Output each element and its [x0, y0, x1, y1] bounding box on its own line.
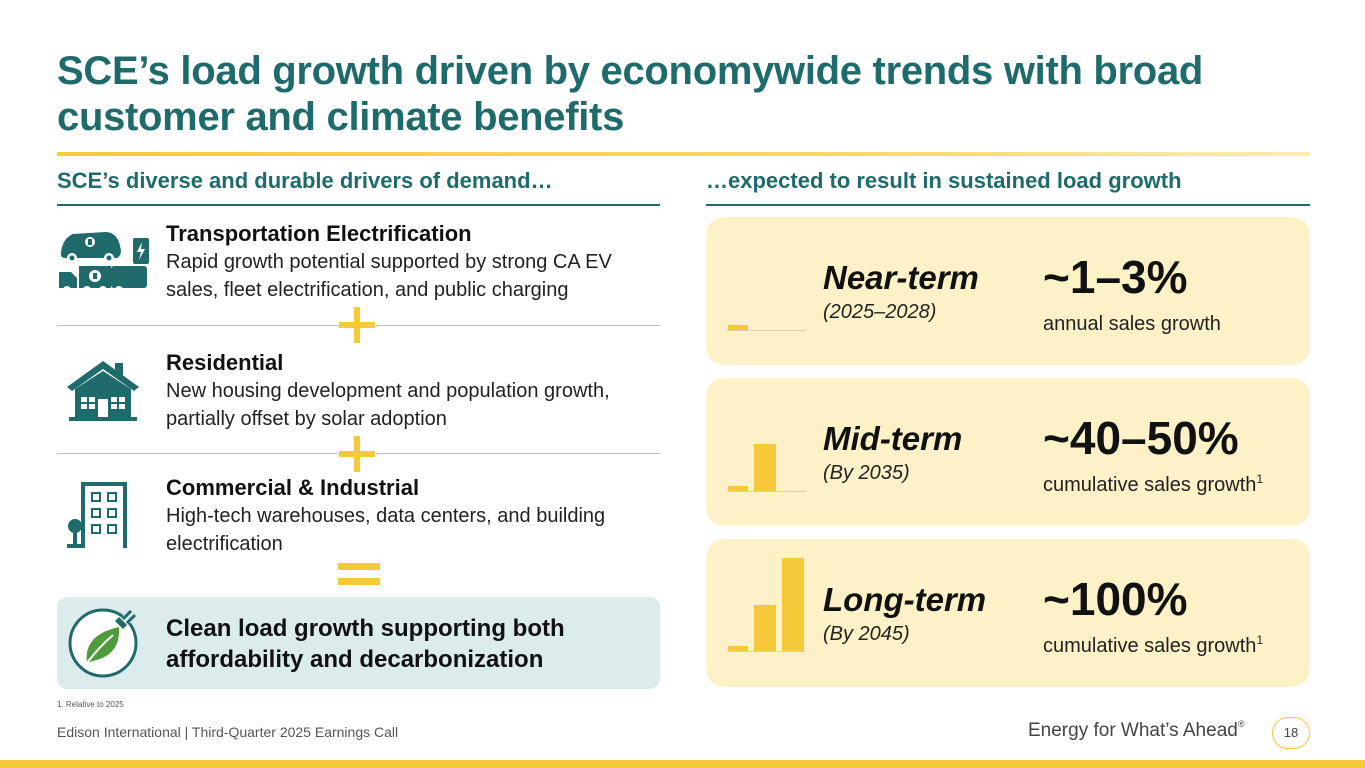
- driver-commercial-industrial: Commercial & Industrial High-tech wareho…: [57, 474, 660, 564]
- term-label: Near-term: [823, 259, 979, 296]
- growth-description: cumulative sales growth1: [1043, 633, 1264, 657]
- right-section-rule: [706, 204, 1310, 206]
- plus-icon: [338, 307, 376, 343]
- driver-title: Residential: [166, 350, 284, 375]
- term-period: (By 2035): [823, 462, 910, 484]
- driver-title: Transportation Electrification: [166, 221, 472, 246]
- bar-graphic-icon: [726, 444, 806, 492]
- page-number: 18: [1272, 717, 1310, 749]
- growth-description: cumulative sales growth1: [1043, 472, 1264, 496]
- driver-transportation: Transportation Electrification Rapid gro…: [57, 220, 660, 310]
- growth-description: annual sales growth: [1043, 313, 1221, 335]
- conclusion-text: Clean load growth supporting both afford…: [166, 615, 565, 673]
- outlook-card-long-term: Long-term (By 2045) ~100% cumulative sal…: [706, 539, 1310, 687]
- driver-residential: Residential New housing development and …: [57, 349, 660, 439]
- bar-graphic-icon: [726, 558, 806, 652]
- bar-graphic-icon: [726, 325, 806, 331]
- left-section-heading: SCE’s diverse and durable drivers of dem…: [57, 168, 553, 193]
- growth-value: ~100%: [1043, 573, 1188, 625]
- house-icon: [57, 359, 153, 429]
- outlook-card-mid-term: Mid-term (By 2035) ~40–50% cumulative sa…: [706, 378, 1310, 526]
- driver-description: Rapid growth potential supported by stro…: [166, 251, 612, 301]
- slide-title: SCE’s load growth driven by economywide …: [57, 49, 1204, 139]
- growth-value: ~1–3%: [1043, 251, 1188, 303]
- left-section-rule: [57, 204, 660, 206]
- right-section-heading: …expected to result in sustained load gr…: [706, 168, 1182, 193]
- plus-icon: [338, 436, 376, 472]
- term-period: (2025–2028): [823, 301, 937, 323]
- ev-icon: [57, 220, 153, 294]
- bottom-bar: [0, 760, 1365, 768]
- conclusion-box: Clean load growth supporting both afford…: [57, 597, 660, 689]
- driver-description: New housing development and population g…: [166, 380, 610, 430]
- tagline: Energy for What’s Ahead®: [1028, 719, 1245, 741]
- title-rule: [57, 152, 1310, 156]
- footnote: 1. Relative to 2025: [57, 700, 124, 709]
- growth-value: ~40–50%: [1043, 412, 1239, 464]
- term-period: (By 2045): [823, 623, 910, 645]
- term-label: Mid-term: [823, 420, 963, 457]
- building-icon: [57, 482, 153, 552]
- equals-icon: [338, 563, 380, 587]
- driver-title: Commercial & Industrial: [166, 475, 420, 500]
- driver-description: High-tech warehouses, data centers, and …: [166, 505, 606, 555]
- outlook-card-near-term: Near-term (2025–2028) ~1–3% annual sales…: [706, 217, 1310, 365]
- leaf-plug-icon: [65, 605, 141, 681]
- term-label: Long-term: [823, 581, 987, 618]
- footer-text: Edison International | Third-Quarter 202…: [57, 724, 399, 740]
